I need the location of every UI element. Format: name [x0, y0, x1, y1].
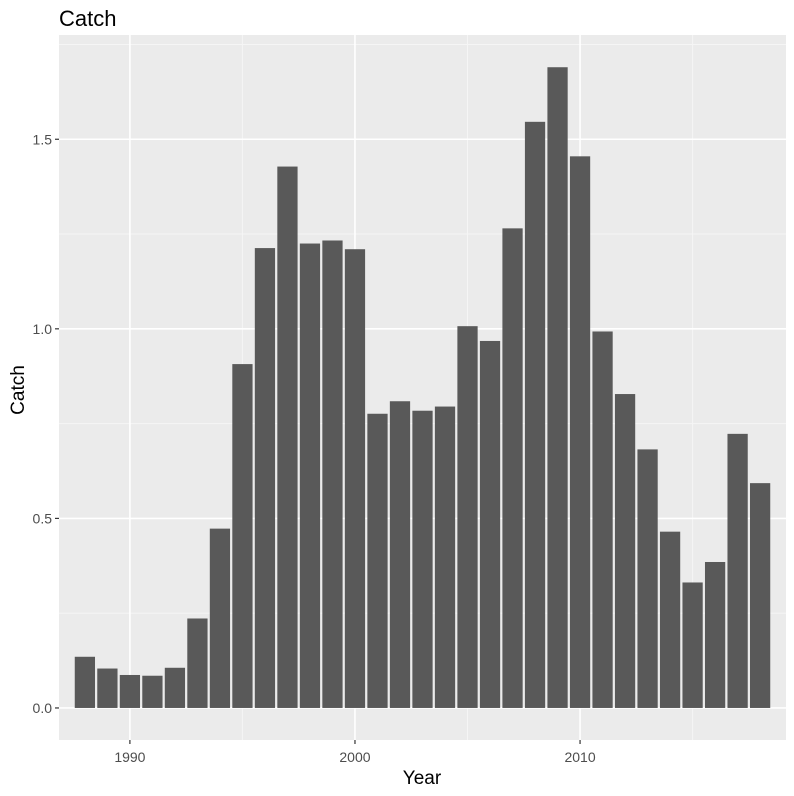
- bar-2011: [592, 331, 613, 708]
- bar-1990: [119, 674, 141, 708]
- bar-1991: [142, 675, 163, 708]
- bar-2004: [434, 406, 456, 708]
- y-tick-label: 1.5: [33, 131, 53, 147]
- bar-1993: [187, 618, 208, 708]
- bar-1994: [209, 528, 231, 708]
- bar-2009: [547, 67, 568, 708]
- bar-2000: [344, 249, 366, 708]
- bar-1995: [232, 364, 253, 708]
- bar-2006: [479, 340, 501, 708]
- bar-2002: [389, 401, 411, 708]
- bar-1992: [164, 667, 186, 708]
- bars: [74, 67, 771, 708]
- bar-2012: [614, 394, 636, 708]
- bar-2005: [457, 326, 478, 708]
- bar-1998: [299, 243, 321, 708]
- bar-1996: [254, 248, 276, 708]
- bar-2008: [524, 121, 546, 708]
- bar-2013: [637, 449, 658, 708]
- x-axis-title: Year: [403, 768, 442, 789]
- bar-2016: [704, 561, 726, 708]
- y-tick-label: 0.0: [33, 700, 53, 716]
- bar-1999: [322, 240, 343, 708]
- bar-1988: [74, 656, 96, 708]
- chart-title: Catch: [59, 6, 116, 31]
- bar-1997: [277, 166, 298, 708]
- bar-2017: [727, 433, 748, 708]
- y-tick-label: 1.0: [33, 321, 53, 337]
- bar-2018: [749, 483, 771, 708]
- y-axis-title: Catch: [8, 365, 29, 415]
- bar-2007: [502, 228, 523, 708]
- y-tick-label: 0.5: [33, 510, 53, 526]
- x-tick-label: 2010: [564, 749, 595, 765]
- bar-2001: [367, 413, 388, 708]
- bar-2010: [569, 156, 591, 708]
- bar-1989: [97, 668, 118, 708]
- x-tick-label: 1990: [114, 749, 145, 765]
- x-tick-label: 2000: [339, 749, 370, 765]
- bar-2003: [412, 410, 433, 708]
- y-axis: 0.0 0.5 1.0 1.5: [33, 131, 59, 716]
- x-axis: 1990 2000 2010: [114, 740, 596, 765]
- bar-2014: [659, 531, 681, 708]
- bar-2015: [682, 582, 703, 708]
